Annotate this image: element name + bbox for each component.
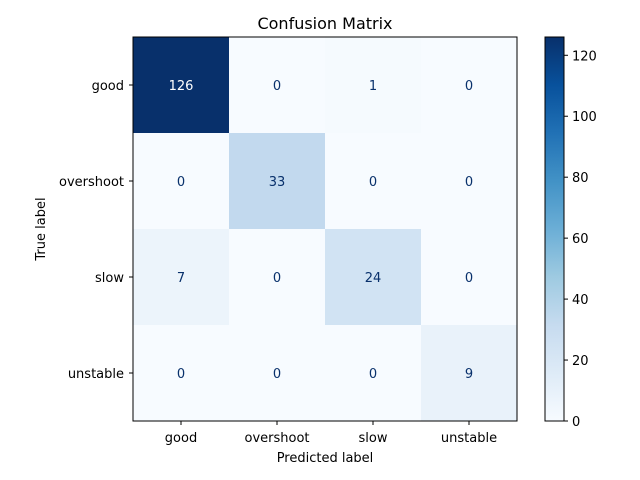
colorbar-tick-label: 40: [572, 293, 589, 308]
heatmap-cell: [421, 37, 517, 133]
heatmap-cell: [421, 229, 517, 325]
colorbar-tick-label: 100: [572, 110, 597, 125]
cell-value-label: 0: [465, 271, 473, 286]
x-tick-label: good: [165, 431, 197, 446]
cell-value-label: 0: [369, 175, 377, 190]
colorbar-tick-label: 80: [572, 171, 589, 186]
x-axis: good overshoot slow unstable: [165, 421, 497, 446]
heatmap-cell: [325, 133, 421, 229]
cell-value-label: 1: [369, 79, 377, 94]
heatmap-cell: [133, 133, 229, 229]
heatmap-cell: [325, 325, 421, 421]
colorbar-tick-label: 0: [572, 415, 580, 430]
chart-title: Confusion Matrix: [257, 14, 392, 33]
y-tick-label: unstable: [68, 367, 124, 382]
cell-value-label: 33: [269, 175, 286, 190]
x-tick-label: slow: [359, 431, 388, 446]
cell-value-label: 126: [169, 79, 194, 94]
cell-value-labels: 126 0 1 0 0 33 0 0 7 0 24 0 0 0 0 9: [169, 79, 474, 382]
cell-value-label: 0: [273, 367, 281, 382]
colorbar-gradient: [544, 36, 565, 422]
heatmap-cell: [133, 37, 229, 133]
x-tick-label: overshoot: [244, 431, 309, 446]
y-axis-label: True label: [34, 197, 49, 261]
y-tick-label: overshoot: [59, 175, 124, 190]
cell-value-label: 0: [177, 175, 185, 190]
plot-frame: [132, 36, 518, 422]
cell-value-label: 24: [365, 271, 382, 286]
y-tick-label: good: [92, 79, 124, 94]
heatmap-cell: [325, 37, 421, 133]
colorbar-tick-label: 120: [572, 49, 597, 64]
cell-value-label: 7: [177, 271, 185, 286]
heatmap-cell: [133, 229, 229, 325]
heatmap-cell: [421, 133, 517, 229]
cell-value-label: 0: [273, 271, 281, 286]
heatmap-cell: [229, 325, 325, 421]
heatmap-cell: [421, 325, 517, 421]
y-axis: good overshoot slow unstable: [59, 79, 133, 382]
cell-value-label: 0: [273, 79, 281, 94]
heatmap-cell: [133, 325, 229, 421]
cell-value-label: 0: [177, 367, 185, 382]
heatmap-cell: [229, 37, 325, 133]
x-axis-label: Predicted label: [277, 451, 374, 466]
heatmap-cell: [229, 133, 325, 229]
x-tick-label: unstable: [441, 431, 497, 446]
colorbar-tick-label: 60: [572, 232, 589, 247]
y-tick-label: slow: [95, 271, 124, 286]
cell-value-label: 0: [369, 367, 377, 382]
cell-value-label: 9: [465, 367, 473, 382]
heatmap-cells: [133, 37, 517, 421]
heatmap-cell: [325, 229, 421, 325]
heatmap-cell: [229, 229, 325, 325]
cell-value-label: 0: [465, 79, 473, 94]
colorbar-tick-label: 20: [572, 354, 589, 369]
cell-value-label: 0: [465, 175, 473, 190]
colorbar: 0 20 40 60 80 100 120: [544, 36, 597, 430]
